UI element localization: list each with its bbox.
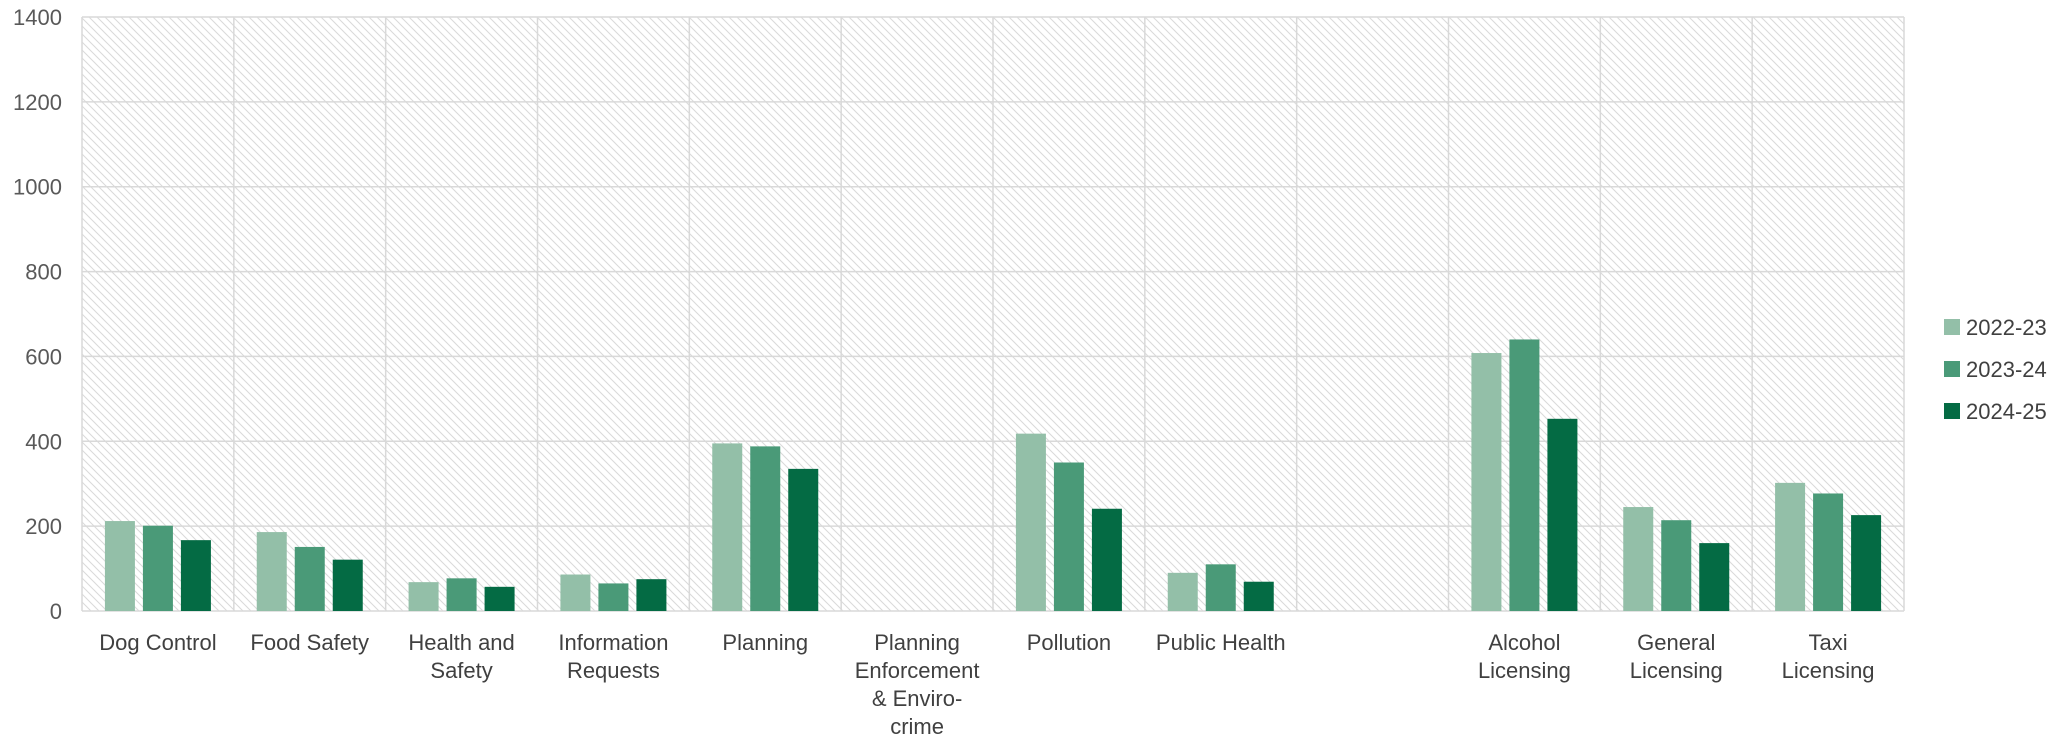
- bar: [1623, 507, 1654, 611]
- x-tick-label: Licensing: [1630, 658, 1723, 683]
- y-tick-label: 1000: [13, 175, 62, 200]
- bar: [750, 446, 781, 611]
- bar: [1471, 353, 1502, 611]
- bars: [104, 339, 1882, 611]
- legend-label: 2023-24: [1966, 357, 2047, 382]
- bar: [484, 586, 515, 611]
- bar: [180, 540, 211, 611]
- x-tick-label: Requests: [567, 658, 660, 683]
- bar: [1851, 515, 1882, 611]
- bar: [1205, 564, 1236, 611]
- bar: [636, 579, 667, 611]
- bar: [788, 468, 819, 611]
- x-tick-label: Taxi: [1809, 630, 1848, 655]
- x-tick-label: Alcohol: [1488, 630, 1560, 655]
- x-tick-label: Public Health: [1156, 630, 1286, 655]
- x-tick-label: Health and: [408, 630, 514, 655]
- x-tick-label: Dog Control: [99, 630, 216, 655]
- bar: [256, 532, 287, 611]
- y-axis: 0 200 400 600 800 1000 1200 1400: [13, 5, 62, 624]
- bar: [1813, 493, 1844, 611]
- legend-swatch: [1944, 361, 1960, 377]
- x-tick-label: Licensing: [1782, 658, 1875, 683]
- bar: [332, 559, 363, 611]
- bar: [1243, 581, 1274, 611]
- bar: [1699, 543, 1730, 611]
- bar: [712, 443, 743, 611]
- bar: [142, 525, 173, 611]
- x-tick-label: Planning: [874, 630, 960, 655]
- bar: [294, 546, 325, 611]
- y-tick-label: 200: [25, 514, 62, 539]
- bar: [408, 582, 439, 611]
- gridlines: [81, 16, 1905, 612]
- legend-swatch: [1944, 319, 1960, 335]
- y-tick-label: 1200: [13, 90, 62, 115]
- x-axis: Dog Control Food Safety Health and Safety In…: [99, 630, 1874, 734]
- bar: [1015, 433, 1046, 611]
- legend-label: 2022-23: [1966, 315, 2047, 340]
- legend-label: 2024-25: [1966, 399, 2047, 424]
- x-tick-label: crime: [890, 714, 944, 734]
- bar: [1167, 572, 1198, 611]
- x-tick-label: Pollution: [1027, 630, 1111, 655]
- x-tick-label: Information: [558, 630, 668, 655]
- x-tick-label: General: [1637, 630, 1715, 655]
- y-tick-label: 600: [25, 344, 62, 369]
- x-tick-label: Safety: [430, 658, 492, 683]
- bar: [1547, 418, 1578, 611]
- bar: [446, 578, 477, 611]
- bar: [1775, 482, 1806, 611]
- y-tick-label: 0: [50, 599, 62, 624]
- legend-swatch: [1944, 403, 1960, 419]
- legend: 2022-23 2023-24 2024-25: [1944, 315, 2047, 424]
- y-tick-label: 400: [25, 429, 62, 454]
- x-tick-label: Enforcement: [855, 658, 980, 683]
- bar: [104, 521, 135, 611]
- y-tick-label: 1400: [13, 5, 62, 30]
- bar: [560, 574, 591, 611]
- x-tick-label: & Enviro-: [872, 686, 962, 711]
- bar: [1091, 508, 1122, 611]
- bar: [598, 583, 629, 611]
- bar: [1661, 520, 1692, 611]
- x-tick-label: Planning: [722, 630, 808, 655]
- bar: [1053, 462, 1084, 611]
- bar: [1509, 339, 1540, 611]
- x-tick-label: Food Safety: [250, 630, 369, 655]
- x-tick-label: Licensing: [1478, 658, 1571, 683]
- y-tick-label: 800: [25, 260, 62, 285]
